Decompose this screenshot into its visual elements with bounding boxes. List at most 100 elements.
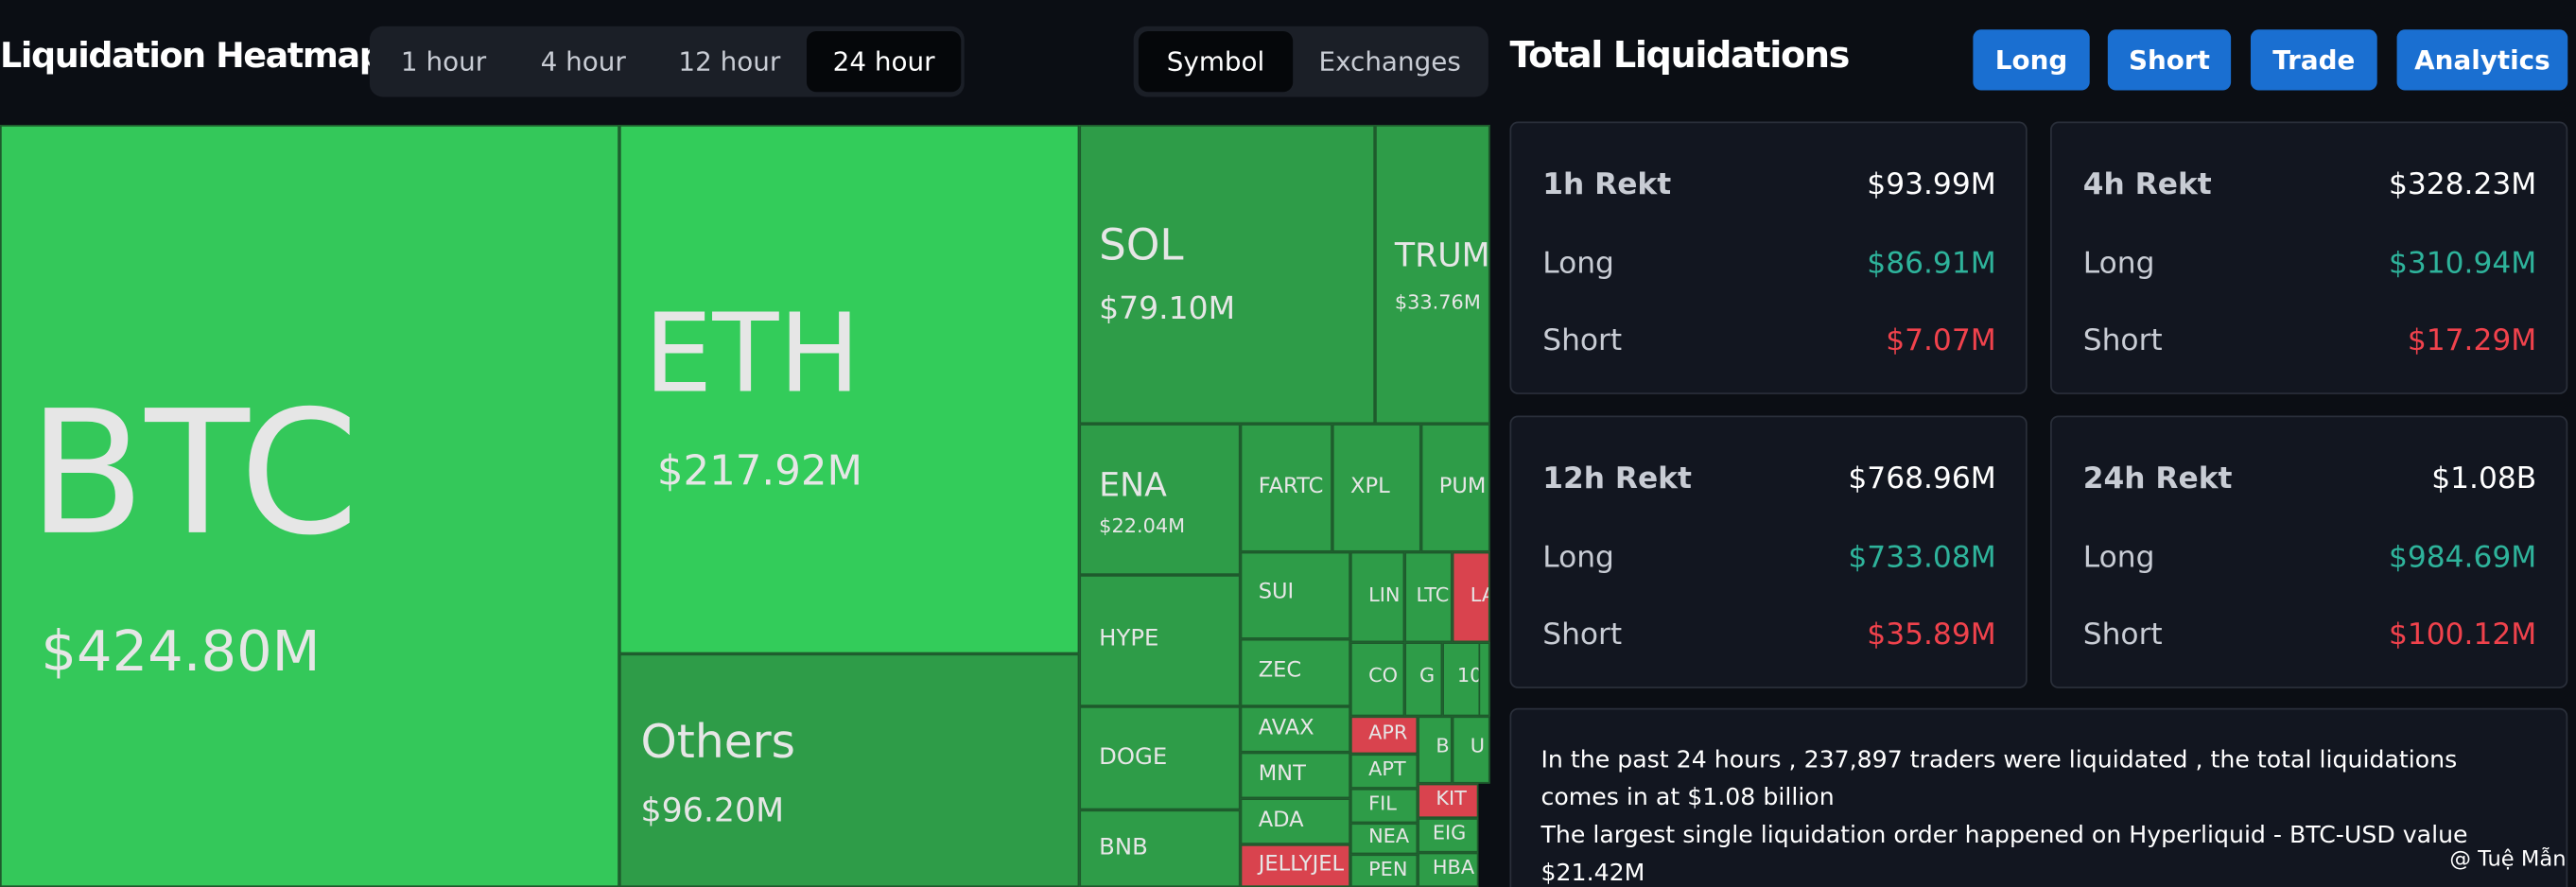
treemap-tile[interactable]: BNB (1079, 809, 1241, 887)
row-label: Long (2082, 540, 2155, 576)
tile-label: ZEC (1258, 658, 1302, 684)
treemap-tile[interactable]: ENA $22.04M (1079, 424, 1241, 576)
tile-label: FARTC (1258, 475, 1324, 500)
tile-label: G (1419, 663, 1436, 687)
card-title: 4h Rekt (2082, 167, 2212, 202)
tile-label: APT (1368, 757, 1406, 781)
tile-label: PEN (1368, 857, 1408, 881)
treemap-tile[interactable]: DOGE (1079, 705, 1241, 810)
tile-label: SUI (1258, 580, 1295, 605)
row-value: $984.69M (2388, 540, 2537, 576)
tile-value: $79.10M (1099, 290, 1236, 327)
treemap-tile[interactable]: SOL $79.10M (1079, 125, 1376, 425)
tile-value: $217.92M (656, 446, 862, 495)
treemap-tile[interactable]: ZEC (1240, 638, 1350, 706)
card-total: $93.99M (1867, 167, 1996, 202)
row-label: Short (1542, 323, 1623, 358)
action-button[interactable]: Trade (2250, 29, 2377, 91)
tile-label: NEA (1368, 825, 1410, 848)
treemap-tile[interactable]: B (1418, 716, 1453, 784)
treemap-tile[interactable]: G (1404, 642, 1443, 717)
view-tab[interactable]: Symbol (1138, 31, 1294, 93)
tile-label: LTC (1416, 583, 1450, 607)
tile-value: $96.20M (640, 790, 785, 830)
treemap-tile[interactable]: AVAX (1240, 705, 1350, 753)
panel-title: Total Liquidations (1509, 36, 1850, 78)
summary-line: The largest single liquidation order hap… (1540, 823, 2468, 887)
treemap-tile[interactable]: FIL (1349, 788, 1419, 824)
treemap-tile[interactable]: PUM (1420, 424, 1490, 552)
view-tab[interactable]: Exchanges (1318, 45, 1461, 78)
treemap-tile[interactable]: EIG (1418, 818, 1479, 853)
tile-label: ETH (643, 290, 861, 418)
row-value: $310.94M (2388, 246, 2537, 282)
page-title: Liquidation Heatmap (0, 36, 384, 76)
card-title: 12h Rekt (1542, 461, 1692, 496)
row-label: Long (1542, 540, 1614, 576)
row-value: $17.29M (2407, 323, 2537, 358)
treemap-tile[interactable]: Others $96.20M (618, 653, 1080, 887)
treemap-tile[interactable]: U (1452, 716, 1490, 784)
action-button[interactable]: Long (1973, 29, 2090, 91)
small-tile (1478, 642, 1490, 717)
tile-label: HYPE (1099, 625, 1159, 652)
row-label: Short (2082, 617, 2163, 652)
treemap-tile[interactable]: PEN (1349, 854, 1419, 887)
row-value: $100.12M (2388, 617, 2537, 652)
treemap-tile[interactable]: ADA (1240, 798, 1350, 844)
treemap-tile[interactable]: TRUM $33.76M (1375, 125, 1490, 425)
treemap-tile[interactable]: NEA (1349, 823, 1419, 855)
action-button[interactable]: Analytics (2396, 29, 2568, 91)
tile-value: $424.80M (41, 618, 321, 686)
treemap-tile[interactable]: KIT (1418, 783, 1479, 819)
tile-label: DOGE (1099, 743, 1168, 771)
tile-label: Others (640, 714, 795, 770)
time-tab[interactable]: 1 hour (400, 45, 487, 78)
tile-label: XPL (1349, 475, 1390, 500)
treemap-tile[interactable]: ETH $217.92M (618, 125, 1080, 654)
tile-label: LIN (1368, 583, 1401, 607)
treemap-tile[interactable]: BTC $424.80M (0, 125, 619, 887)
tile-label: AVAX (1258, 716, 1314, 741)
treemap-tile[interactable]: MNT (1240, 752, 1350, 799)
treemap-tile[interactable]: HBA (1418, 852, 1479, 887)
tile-label: LA (1470, 583, 1488, 607)
row-label: Long (2082, 246, 2155, 282)
row-value: $86.91M (1867, 246, 1996, 282)
card-total: $768.96M (1848, 461, 1996, 496)
row-label: Short (1542, 617, 1623, 652)
treemap-tile[interactable]: APT (1349, 754, 1419, 789)
tile-label: APR (1368, 721, 1408, 744)
treemap-tile[interactable]: FARTC (1240, 424, 1332, 552)
treemap-tile[interactable]: CO (1349, 642, 1405, 717)
treemap-tile[interactable]: JELLYJEL (1240, 844, 1350, 887)
treemap-tile[interactable]: APR (1349, 716, 1419, 755)
card-title: 1h Rekt (1542, 167, 1672, 202)
tile-label: BTC (27, 373, 359, 574)
card-title: 24h Rekt (2082, 461, 2233, 496)
treemap-tile[interactable]: XPL (1332, 424, 1421, 552)
tile-label: U (1470, 734, 1486, 757)
tile-label: EIG (1432, 821, 1467, 844)
treemap-tile[interactable]: LTC (1404, 551, 1453, 643)
tile-label: BNB (1099, 834, 1148, 861)
treemap-tile[interactable]: LA (1452, 551, 1490, 643)
treemap-tile[interactable]: SUI (1240, 551, 1350, 639)
tile-label: HBA (1432, 856, 1475, 879)
row-label: Long (1542, 246, 1614, 282)
treemap-tile[interactable]: HYPE (1079, 575, 1241, 706)
row-label: Short (2082, 323, 2163, 358)
action-button[interactable]: Short (2107, 29, 2232, 91)
tile-label: ADA (1258, 808, 1304, 833)
row-value: $35.89M (1867, 617, 1996, 652)
summary-line: In the past 24 hours , 237,897 traders w… (1540, 747, 2458, 812)
tile-label: KIT (1436, 787, 1467, 810)
treemap-tile[interactable]: LIN (1349, 551, 1405, 643)
row-value: $7.07M (1886, 323, 1996, 358)
tile-label: JELLYJEL (1258, 852, 1345, 878)
rekt-card: 4h Rekt $328.23M Long $310.94M Short $17.29M (2050, 121, 2568, 394)
time-tab[interactable]: 12 hour (678, 45, 781, 78)
time-tab[interactable]: 24 hour (806, 31, 962, 93)
time-tab[interactable]: 4 hour (540, 45, 626, 78)
